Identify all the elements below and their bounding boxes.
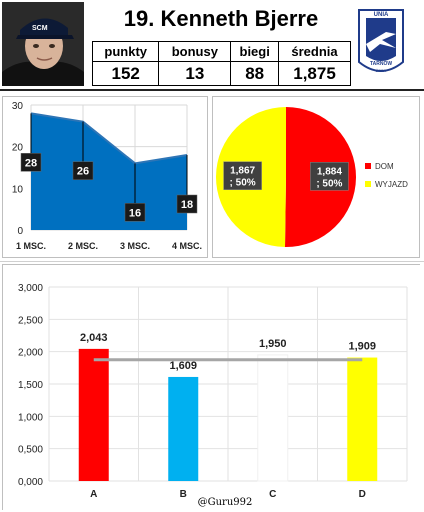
y-tick-label: 2,000 [18, 348, 43, 359]
bar-data-label: 2,043 [80, 332, 108, 344]
player-name: 19. Kenneth Bjerre [123, 6, 319, 31]
x-tick-label: D [359, 489, 366, 500]
pie-label-percent: ; 50% [230, 178, 256, 189]
svg-text:ŻSSA: ŻSSA [376, 68, 387, 73]
stats-table: punkty bonusy biegi średnia 152 13 88 1,… [91, 41, 351, 86]
gate-bar-chart-panel: 0,000 0,500 1,000 1,500 2,000 2,500 3,000 2,043… [2, 264, 421, 511]
x-tick-label: A [90, 489, 97, 500]
pie-label-value: 1,884 [317, 166, 342, 177]
x-tick-label: C [269, 489, 276, 500]
home-away-pie-panel: 1,884; 50% 1,867; 50% DOM WYJAZD [212, 96, 420, 258]
area-series [31, 113, 187, 230]
stat-value-heats: 88 [230, 61, 280, 86]
data-label-box [72, 161, 94, 180]
data-label-box [20, 153, 42, 172]
x-tick-label: 2 MSC. [68, 241, 98, 251]
position-area-chart: 0 10 20 30 1 MSC. 2 MSC. 3 MSC. 4 MSC. 28 26 16 18 [12, 101, 202, 251]
bar-data-label: 1,950 [259, 338, 287, 350]
y-tick-label: 10 [12, 184, 24, 195]
data-label: 18 [181, 199, 193, 211]
legend-swatch [365, 163, 371, 169]
data-label: 28 [25, 157, 37, 169]
data-label: 26 [77, 166, 89, 178]
section-divider [0, 261, 424, 262]
x-tick-label: B [180, 489, 187, 500]
area-series-line [30, 112, 188, 165]
stat-value-points: 152 [91, 61, 160, 86]
y-tick-label: 1,000 [18, 412, 43, 423]
bar-data-label: 1,609 [169, 360, 197, 372]
svg-text:SCM: SCM [32, 25, 48, 32]
y-tick-label: 0 [17, 226, 23, 237]
y-tick-label: 2,500 [18, 315, 43, 326]
y-tick-label: 30 [12, 101, 24, 112]
position-area-chart-panel: 0 10 20 30 1 MSC. 2 MSC. 3 MSC. 4 MSC. 28 26 16 18 [2, 96, 208, 258]
y-tick-label: 3,000 [18, 283, 43, 294]
player-header: SCM 19. Kenneth Bjerre punkty bonusy bie… [0, 0, 424, 91]
data-label-box [176, 194, 198, 214]
stat-value-average: 1,875 [278, 61, 351, 86]
svg-text:TARNÓW: TARNÓW [370, 59, 392, 67]
gate-bar-chart: 0,000 0,500 1,000 1,500 2,000 2,500 3,000 2,043… [3, 265, 421, 511]
legend-label: WYJAZD [375, 180, 408, 189]
watermark: @Guru992 [197, 497, 253, 508]
club-logo: UNIA TARNÓW ŻSSA [356, 4, 406, 80]
pie-label-value: 1,867 [230, 166, 255, 177]
stat-label-average: średnia [278, 41, 351, 62]
x-tick-label: 1 MSC. [16, 241, 46, 251]
stat-label-bonuses: bonusy [158, 41, 232, 62]
x-tick-label: 3 MSC. [120, 241, 150, 251]
bar-b [168, 376, 199, 481]
svg-text:UNIA: UNIA [374, 12, 389, 18]
header-divider [0, 89, 424, 91]
data-label-box [124, 203, 146, 222]
pie-label-box [223, 161, 262, 190]
stat-label-points: punkty [91, 41, 160, 62]
x-tick-label: 4 MSC. [172, 241, 202, 251]
y-tick-label: 0,500 [18, 445, 43, 456]
bar-a [78, 348, 109, 481]
pie-label-box [310, 162, 349, 191]
pie-label-percent: ; 50% [316, 178, 342, 189]
legend-swatch [365, 181, 371, 187]
stat-label-heats: biegi [230, 41, 280, 62]
bar-d [347, 357, 378, 481]
data-label: 16 [129, 207, 141, 219]
bar-c [257, 354, 289, 482]
y-tick-label: 20 [12, 143, 24, 154]
player-photo: SCM [2, 2, 84, 86]
y-tick-label: 1,500 [18, 380, 43, 391]
bar-data-label: 1,909 [348, 341, 376, 353]
legend-label: DOM [375, 162, 394, 171]
stat-value-bonuses: 13 [158, 61, 232, 86]
y-tick-label: 0,000 [18, 477, 43, 488]
